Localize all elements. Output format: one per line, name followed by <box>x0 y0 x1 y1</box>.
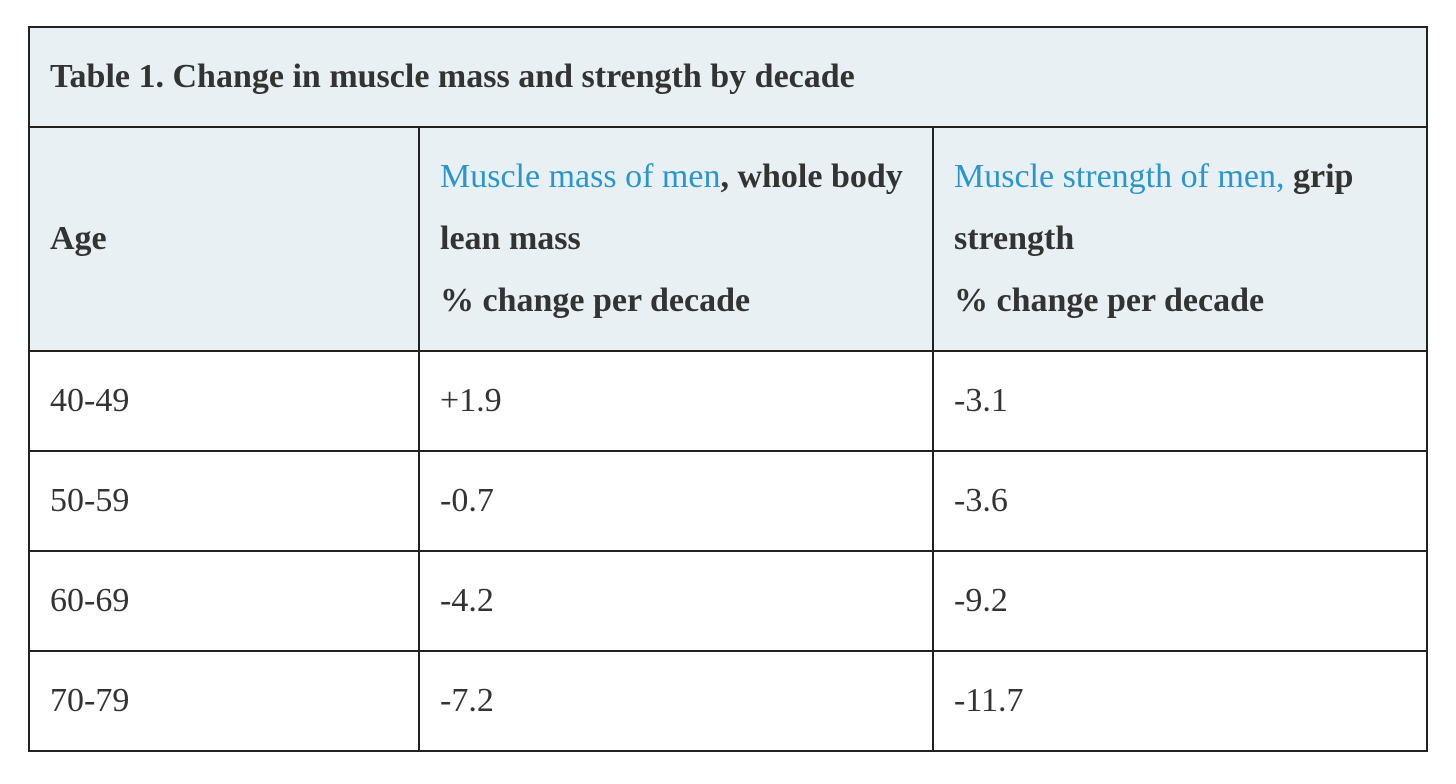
table-row: 50-59 -0.7 -3.6 <box>28 450 1428 552</box>
cell-age: 50-59 <box>28 450 420 552</box>
header-muscle-mass: Muscle mass of men, whole body lean mass… <box>418 126 934 352</box>
muscle-mass-unit: % change per decade <box>440 282 751 319</box>
cell-mass: +1.9 <box>418 350 934 452</box>
cell-strength: -11.7 <box>932 650 1428 752</box>
cell-mass: -7.2 <box>418 650 934 752</box>
cell-mass: -4.2 <box>418 550 934 652</box>
cell-age: 70-79 <box>28 650 420 752</box>
cell-age: 40-49 <box>28 350 420 452</box>
cell-strength: -9.2 <box>932 550 1428 652</box>
muscle-mass-header-text: , whole body lean mass <box>440 158 903 257</box>
table-row: 40-49 +1.9 -3.1 <box>28 350 1428 452</box>
cell-strength: -3.1 <box>932 350 1428 452</box>
muscle-strength-header-text: grip strength <box>954 158 1354 257</box>
data-table-container: Table 1. Change in muscle mass and stren… <box>28 26 1428 752</box>
cell-strength: -3.6 <box>932 450 1428 552</box>
header-muscle-strength: Muscle strength of men, grip strength % … <box>932 126 1428 352</box>
muscle-mass-link[interactable]: Muscle mass of men <box>440 158 721 195</box>
muscle-change-table: Table 1. Change in muscle mass and stren… <box>28 26 1428 752</box>
header-age: Age <box>28 126 420 352</box>
cell-mass: -0.7 <box>418 450 934 552</box>
cell-age: 60-69 <box>28 550 420 652</box>
muscle-strength-link[interactable]: Muscle strength of men, <box>954 158 1285 195</box>
table-row: 60-69 -4.2 -9.2 <box>28 550 1428 652</box>
table-row: 70-79 -7.2 -11.7 <box>28 650 1428 752</box>
table-header-row: Age Muscle mass of men, whole body lean … <box>28 126 1428 352</box>
table-caption: Table 1. Change in muscle mass and stren… <box>28 26 1428 128</box>
table-caption-row: Table 1. Change in muscle mass and stren… <box>28 26 1428 128</box>
muscle-strength-unit: % change per decade <box>954 282 1265 319</box>
